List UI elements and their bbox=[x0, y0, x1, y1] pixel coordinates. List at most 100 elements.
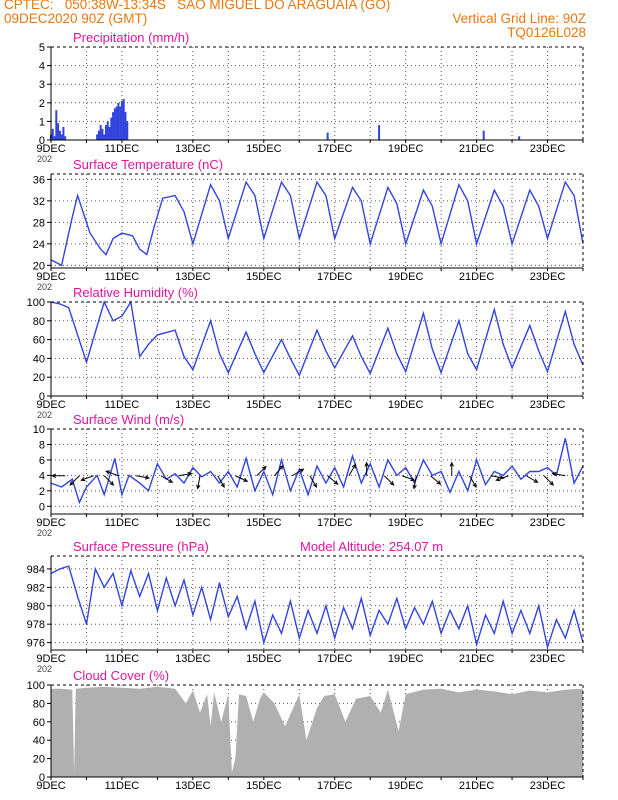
panel-title: Surface Wind (m/s) bbox=[73, 412, 184, 427]
x-date-label: 9DEC bbox=[36, 271, 65, 283]
panel-2 bbox=[47, 173, 584, 271]
wind-arrow bbox=[178, 473, 192, 477]
y-tick-label: 4 bbox=[39, 470, 45, 482]
x-date-label: 17DEC bbox=[317, 399, 353, 411]
precip-bar bbox=[113, 108, 116, 140]
y-tick-label: 20 bbox=[33, 754, 45, 766]
wind-arrow-head bbox=[299, 468, 305, 473]
x-date-label: 21DEC bbox=[459, 780, 495, 792]
y-tick-label: 0 bbox=[39, 501, 45, 513]
precip-bar bbox=[126, 121, 129, 140]
y-tick-label: 976 bbox=[27, 638, 45, 650]
panel-title: Surface Temperature (nC) bbox=[73, 157, 223, 172]
x-date-label: 11DEC bbox=[105, 271, 140, 283]
x-date-label: 17DEC bbox=[317, 653, 353, 665]
wind-arrow bbox=[81, 475, 94, 481]
x-date-label: 21DEC bbox=[459, 653, 495, 665]
y-tick-label: 980 bbox=[27, 601, 45, 613]
wind-arrow-head bbox=[412, 484, 417, 490]
wind-arrow bbox=[136, 475, 150, 479]
wind-arrow bbox=[160, 475, 173, 483]
y-tick-label: 2 bbox=[39, 486, 45, 498]
precip-bar bbox=[64, 136, 67, 140]
wind-arrow-head bbox=[80, 476, 86, 482]
panel-title: Relative Humidity (%) bbox=[73, 285, 198, 300]
wind-arrow-head bbox=[410, 476, 416, 482]
wind-arrow-head bbox=[551, 471, 557, 477]
y-tick-label: 10 bbox=[33, 424, 45, 436]
precip-bar bbox=[106, 121, 109, 140]
series-line bbox=[50, 565, 584, 650]
panel-1 bbox=[47, 46, 584, 143]
precip-bar bbox=[120, 100, 123, 140]
wind-arrow-head bbox=[69, 481, 75, 486]
y-tick-label: 80 bbox=[33, 316, 45, 328]
x-date-label: 21DEC bbox=[459, 399, 495, 411]
wind-arrow-head bbox=[220, 482, 225, 489]
precip-bar bbox=[378, 125, 381, 140]
grid-line-note: Vertical Grid Line: 90Z bbox=[452, 11, 586, 26]
x-date-label: 9DEC bbox=[36, 399, 65, 411]
model-code: TQ0126L028 bbox=[507, 25, 586, 40]
wind-arrow-head bbox=[472, 482, 477, 489]
precip-bar bbox=[97, 130, 100, 140]
precip-bar bbox=[115, 106, 118, 140]
wind-arrow bbox=[103, 475, 114, 486]
y-tick-label: 0 bbox=[39, 772, 45, 784]
y-tick-label: 24 bbox=[33, 239, 45, 251]
x-date-label: 23DEC bbox=[530, 271, 566, 283]
x-date-label: 17DEC bbox=[317, 271, 353, 283]
wind-arrow bbox=[430, 475, 441, 485]
y-tick-label: 28 bbox=[33, 217, 45, 229]
x-date-label: 15DEC bbox=[246, 653, 282, 665]
precip-bar bbox=[51, 128, 54, 140]
precip-bar bbox=[117, 102, 120, 140]
wind-arrow-head bbox=[364, 461, 369, 467]
x-date-label: 19DEC bbox=[388, 143, 424, 155]
wind-arrow bbox=[490, 475, 504, 479]
wind-arrow-head bbox=[436, 480, 442, 485]
wind-arrow-head bbox=[278, 464, 284, 470]
wind-arrow-head bbox=[449, 461, 454, 467]
panel-subtitle: Model Altitude: 254.07 m bbox=[300, 539, 443, 554]
wind-arrow bbox=[543, 475, 554, 486]
y-tick-label: 40 bbox=[33, 735, 45, 747]
panel-4 bbox=[47, 428, 584, 517]
precip-bar bbox=[108, 126, 111, 140]
series-line bbox=[50, 300, 584, 377]
x-date-label: 23DEC bbox=[530, 143, 566, 155]
x-date-label: 17DEC bbox=[317, 780, 353, 792]
panel-title: Cloud Cover (%) bbox=[73, 668, 169, 683]
y-tick-label: 0 bbox=[39, 391, 45, 403]
precip-bar bbox=[60, 134, 63, 140]
series-line bbox=[50, 180, 584, 267]
x-date-label: 9DEC bbox=[36, 517, 65, 529]
precip-bar bbox=[53, 136, 56, 140]
y-tick-label: 100 bbox=[27, 680, 45, 692]
x-date-label: 13DEC bbox=[175, 653, 211, 665]
x-date-label: 11DEC bbox=[105, 399, 140, 411]
wind-arrow bbox=[348, 464, 356, 476]
y-tick-label: 40 bbox=[33, 353, 45, 365]
wind-arrow-head bbox=[549, 481, 554, 486]
wind-arrow-head bbox=[144, 475, 151, 480]
wind-arrow bbox=[291, 468, 304, 477]
precip-bar bbox=[124, 112, 127, 140]
wind-arrow-head bbox=[51, 473, 57, 478]
y-tick-label: 36 bbox=[33, 174, 45, 186]
x-date-label: 15DEC bbox=[246, 517, 282, 529]
x-date-label: 21DEC bbox=[459, 271, 495, 283]
precip-bar bbox=[518, 136, 521, 140]
x-year-label: 202 bbox=[37, 154, 52, 164]
x-date-label: 19DEC bbox=[388, 271, 424, 283]
precip-bar bbox=[57, 123, 60, 140]
wind-arrow bbox=[552, 473, 566, 477]
wind-arrow bbox=[256, 466, 267, 477]
wind-arrow bbox=[197, 475, 201, 489]
precip-bar bbox=[62, 126, 65, 140]
y-tick-label: 978 bbox=[27, 619, 45, 631]
panel-title: Precipitation (mm/h) bbox=[73, 30, 189, 45]
wind-arrow-head bbox=[312, 482, 317, 489]
x-date-label: 15DEC bbox=[246, 399, 282, 411]
y-tick-label: 984 bbox=[27, 564, 45, 576]
